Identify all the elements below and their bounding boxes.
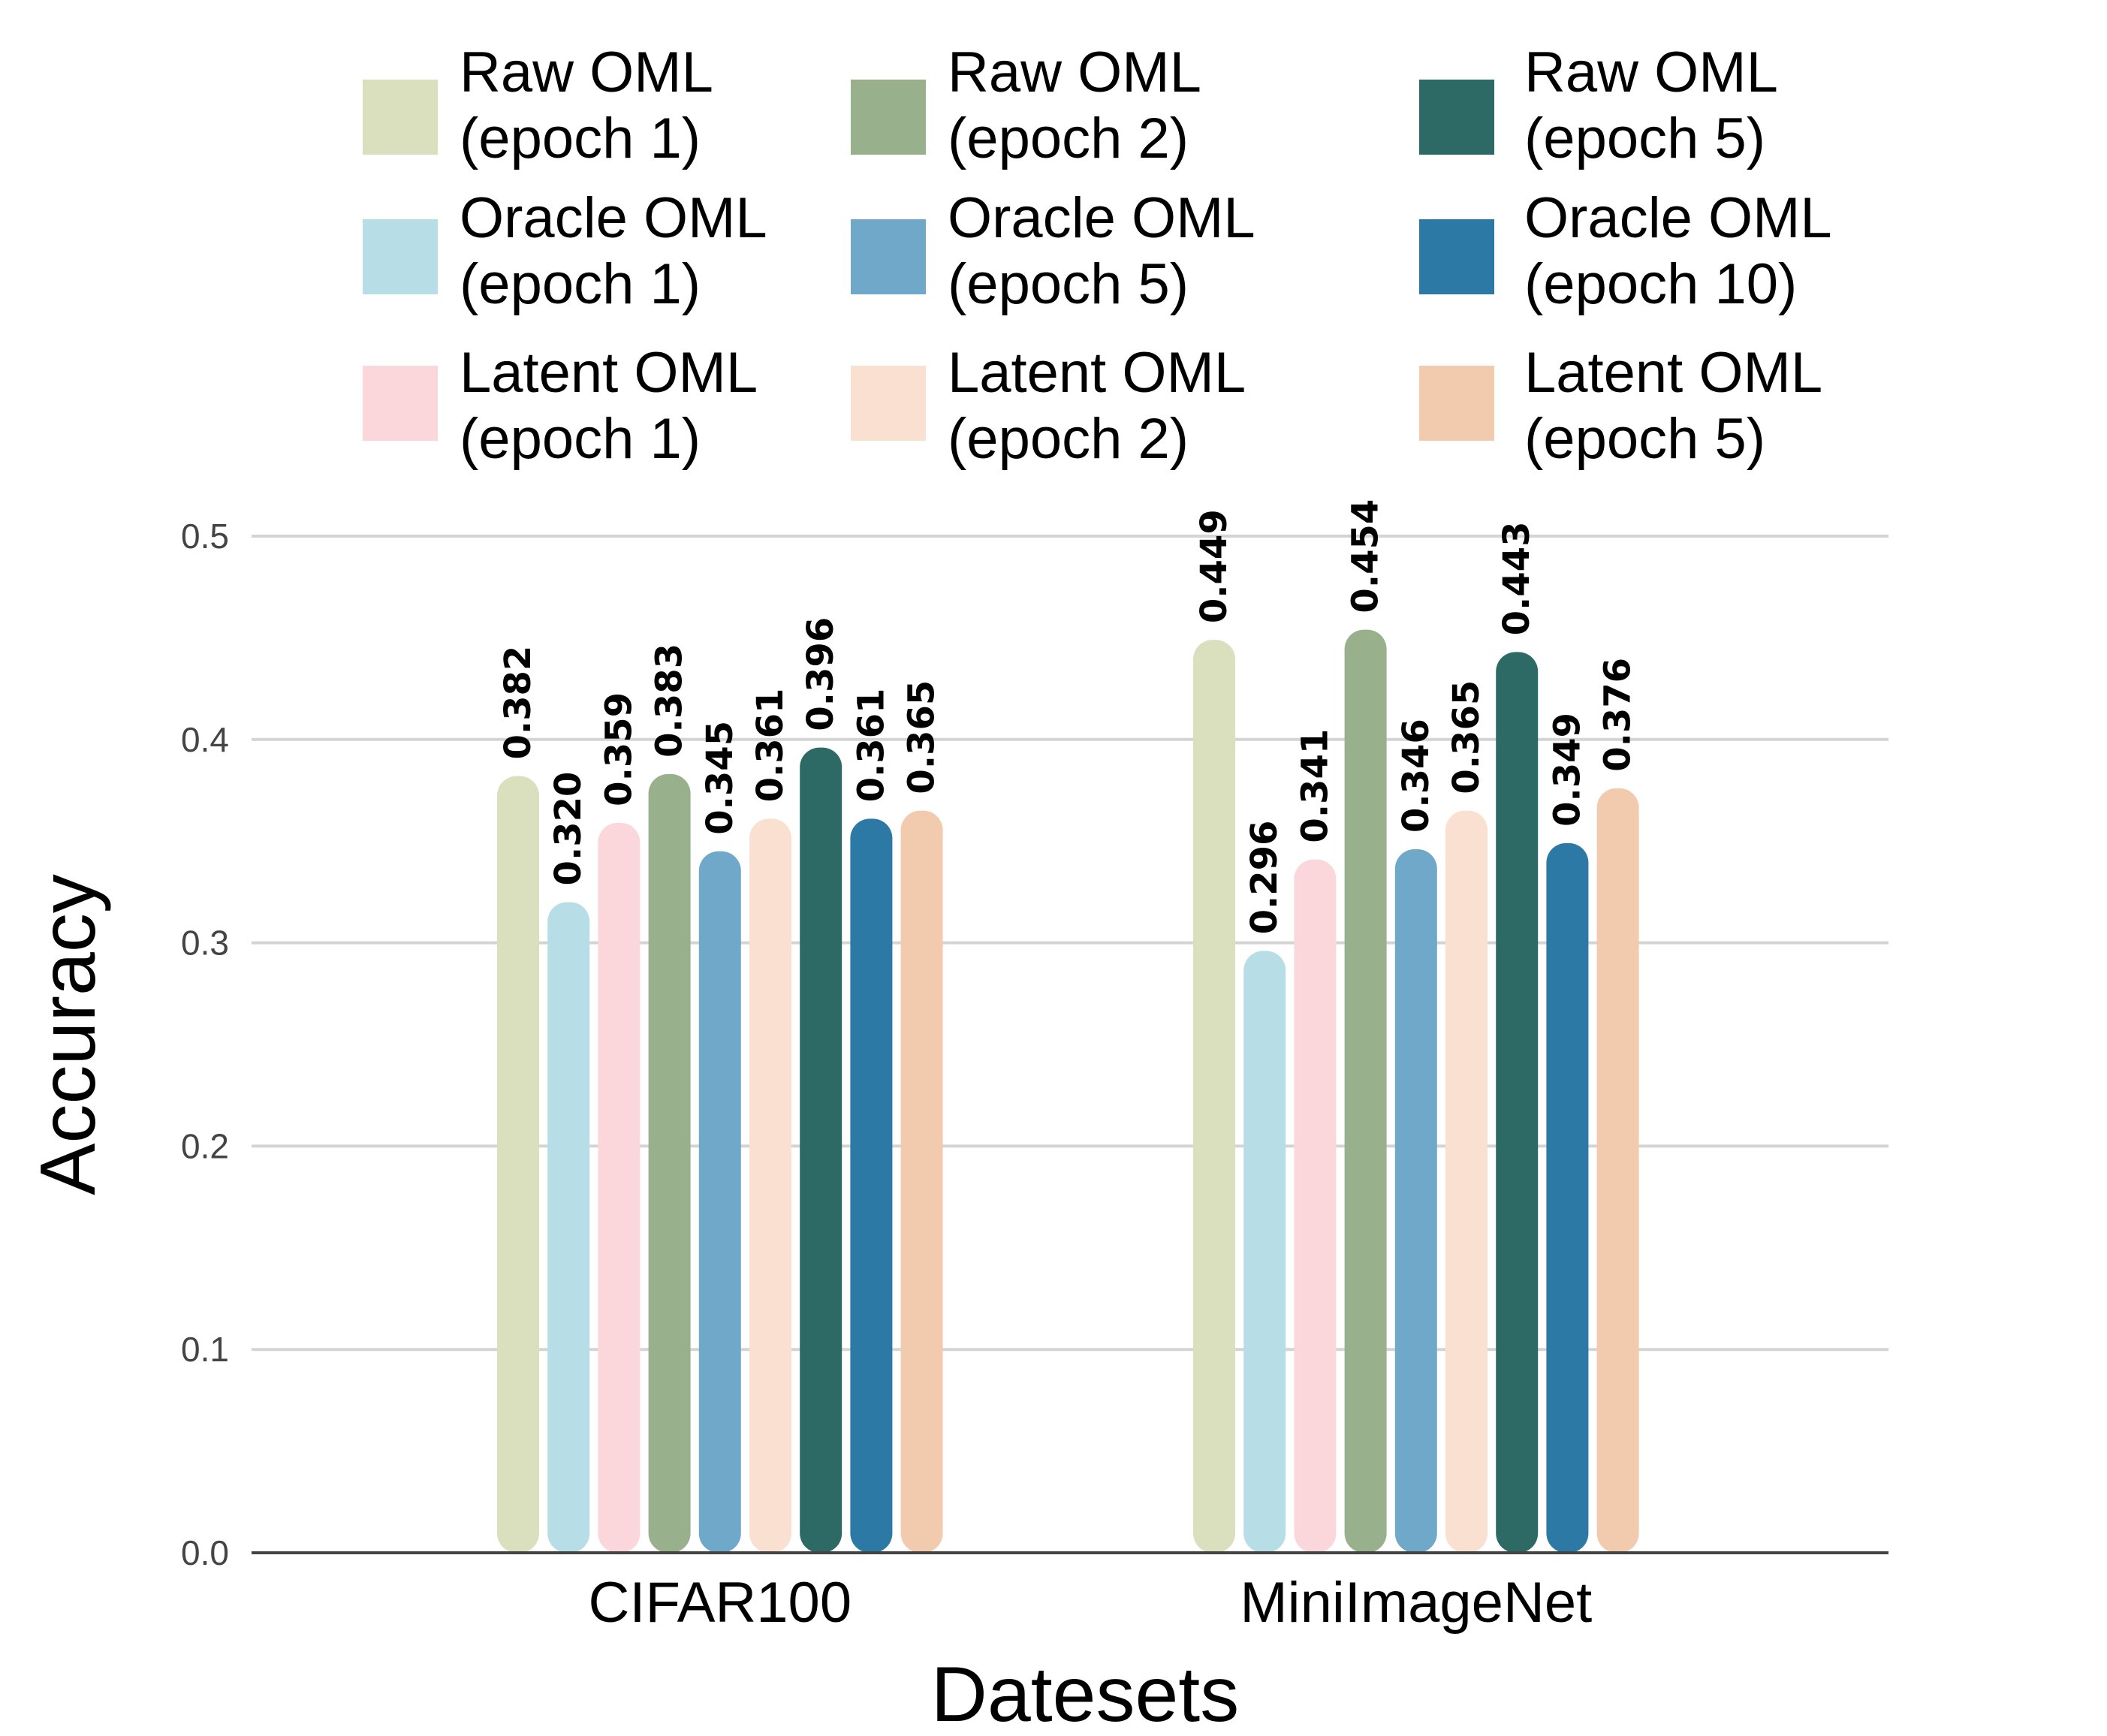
bar-value-label: 0.346 <box>1395 719 1437 833</box>
legend-swatch <box>363 366 438 441</box>
bar-value-label: 0.361 <box>850 689 892 803</box>
y-axis-ticks: 0.0 0.1 0.2 0.3 0.4 0.5 <box>181 517 229 1572</box>
legend-swatch <box>363 80 438 155</box>
bar <box>648 773 691 1553</box>
legend-item: Latent OML(epoch 1) <box>363 341 758 471</box>
bar <box>1294 859 1337 1553</box>
bar <box>1344 629 1387 1553</box>
bar <box>800 747 842 1553</box>
legend-item: Oracle OML(epoch 10) <box>1419 186 1832 316</box>
bar-value-label: 0.361 <box>749 689 791 803</box>
legend-label: Oracle OML <box>1524 186 1832 250</box>
x-axis-title: Datesets <box>931 1651 1239 1736</box>
bar <box>1243 951 1286 1553</box>
legend-swatch <box>1419 80 1494 155</box>
bar-value-label: 0.320 <box>547 772 589 886</box>
x-category-label: CIFAR100 <box>588 1571 852 1635</box>
legend-swatch <box>851 366 926 441</box>
bar-value-label: 0.341 <box>1294 729 1336 843</box>
bar <box>749 818 791 1553</box>
y-tick-label: 0.0 <box>181 1533 229 1572</box>
legend-label: Latent OML <box>948 341 1246 405</box>
bar-value-label: 0.365 <box>901 680 943 794</box>
legend-swatch <box>851 219 926 294</box>
bar <box>850 818 893 1553</box>
y-axis-title: Accuracy <box>25 874 112 1195</box>
legend-label: (epoch 5) <box>1524 107 1765 170</box>
legend-swatch <box>1419 366 1494 441</box>
legend-label: (epoch 1) <box>460 407 701 471</box>
legend-item: Latent OML(epoch 5) <box>1419 341 1822 471</box>
y-tick-label: 0.4 <box>181 720 229 759</box>
y-tick-label: 0.1 <box>181 1330 229 1369</box>
legend-swatch <box>851 80 926 155</box>
bars <box>497 629 1639 1554</box>
bar-value-label: 0.365 <box>1445 680 1488 794</box>
bar <box>1596 788 1639 1553</box>
legend-label: (epoch 1) <box>460 252 701 316</box>
legend: Raw OML(epoch 1)Oracle OML(epoch 1)Laten… <box>363 41 1832 471</box>
legend-label: Oracle OML <box>460 186 767 250</box>
bar <box>698 851 741 1553</box>
legend-label: (epoch 5) <box>948 252 1189 316</box>
legend-item: Oracle OML(epoch 1) <box>363 186 767 316</box>
legend-label: Latent OML <box>1524 341 1822 405</box>
bar <box>598 822 641 1553</box>
legend-label: Raw OML <box>1524 41 1778 104</box>
legend-item: Raw OML(epoch 1) <box>363 41 713 170</box>
bar-value-label: 0.449 <box>1193 509 1235 623</box>
bar <box>1394 849 1437 1553</box>
bar-value-label: 0.296 <box>1243 821 1286 935</box>
bar-value-label: 0.454 <box>1345 499 1387 613</box>
bar <box>1445 810 1488 1553</box>
legend-item: Raw OML(epoch 5) <box>1419 41 1778 170</box>
legend-label: (epoch 1) <box>460 107 701 170</box>
legend-label: Latent OML <box>460 341 758 405</box>
legend-label: (epoch 2) <box>948 407 1189 471</box>
legend-item: Latent OML(epoch 2) <box>851 341 1246 471</box>
bar <box>1193 640 1235 1554</box>
legend-label: (epoch 10) <box>1524 252 1797 316</box>
bar-value-label: 0.382 <box>497 646 539 760</box>
legend-label: (epoch 5) <box>1524 407 1765 471</box>
y-tick-label: 0.5 <box>181 517 229 556</box>
legend-label: Raw OML <box>460 41 713 104</box>
bar-value-label: 0.376 <box>1597 658 1639 772</box>
y-tick-label: 0.3 <box>181 924 229 963</box>
bar-value-label: 0.359 <box>598 692 640 806</box>
x-category-label: MiniImageNet <box>1240 1571 1592 1635</box>
bar-value-label: 0.345 <box>699 721 741 835</box>
legend-swatch <box>363 219 438 294</box>
legend-label: Oracle OML <box>948 186 1255 250</box>
bar <box>1496 652 1539 1554</box>
legend-swatch <box>1419 219 1494 294</box>
legend-item: Oracle OML(epoch 5) <box>851 186 1255 316</box>
bar-value-label: 0.383 <box>649 643 691 758</box>
y-tick-label: 0.2 <box>181 1126 229 1165</box>
legend-label: (epoch 2) <box>948 107 1189 170</box>
legend-label: Raw OML <box>948 41 1201 104</box>
bar <box>497 776 539 1553</box>
bar-value-label: 0.349 <box>1546 713 1588 827</box>
bar <box>900 810 943 1553</box>
bar-value-label: 0.443 <box>1496 522 1538 636</box>
bar <box>1546 842 1589 1553</box>
bar <box>547 902 590 1553</box>
legend-item: Raw OML(epoch 2) <box>851 41 1201 170</box>
bar-value-label: 0.396 <box>800 617 842 731</box>
x-axis-categories: CIFAR100 MiniImageNet <box>588 1571 1592 1635</box>
